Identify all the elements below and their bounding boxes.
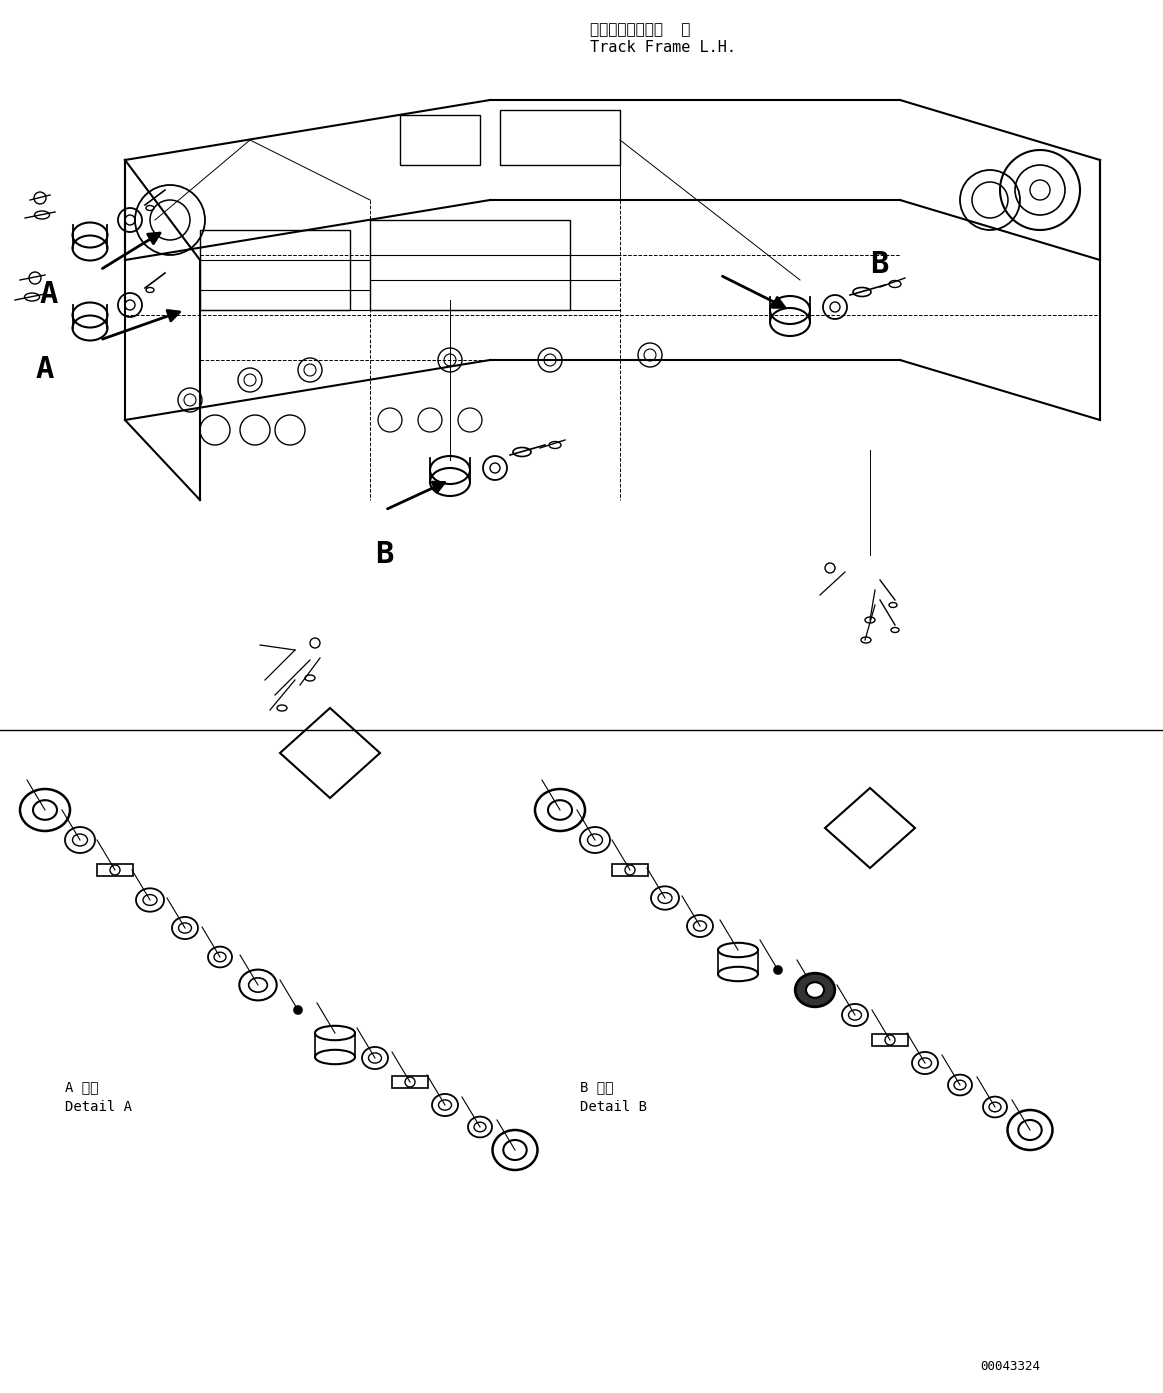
Text: B: B (870, 249, 889, 279)
Bar (370, 220, 570, 311)
Ellipse shape (795, 974, 835, 1007)
Text: B 詳細: B 詳細 (580, 1080, 614, 1094)
Text: Detail B: Detail B (580, 1100, 647, 1114)
Text: A: A (40, 280, 58, 309)
Bar (97, 864, 133, 876)
Circle shape (775, 965, 782, 974)
Bar (872, 1034, 908, 1046)
Bar (392, 1075, 428, 1088)
Ellipse shape (806, 982, 825, 997)
Circle shape (294, 1006, 302, 1014)
Text: Track Frame L.H.: Track Frame L.H. (590, 40, 736, 54)
Text: A: A (35, 355, 53, 384)
Bar (400, 116, 480, 164)
Bar (500, 110, 620, 164)
Text: A 詳細: A 詳細 (65, 1080, 99, 1094)
Text: トラックフレーム  左: トラックフレーム 左 (590, 22, 691, 38)
Bar (612, 864, 648, 876)
Text: 00043324: 00043324 (980, 1360, 1040, 1373)
Bar (200, 230, 350, 311)
Text: B: B (374, 540, 393, 568)
Text: Detail A: Detail A (65, 1100, 131, 1114)
